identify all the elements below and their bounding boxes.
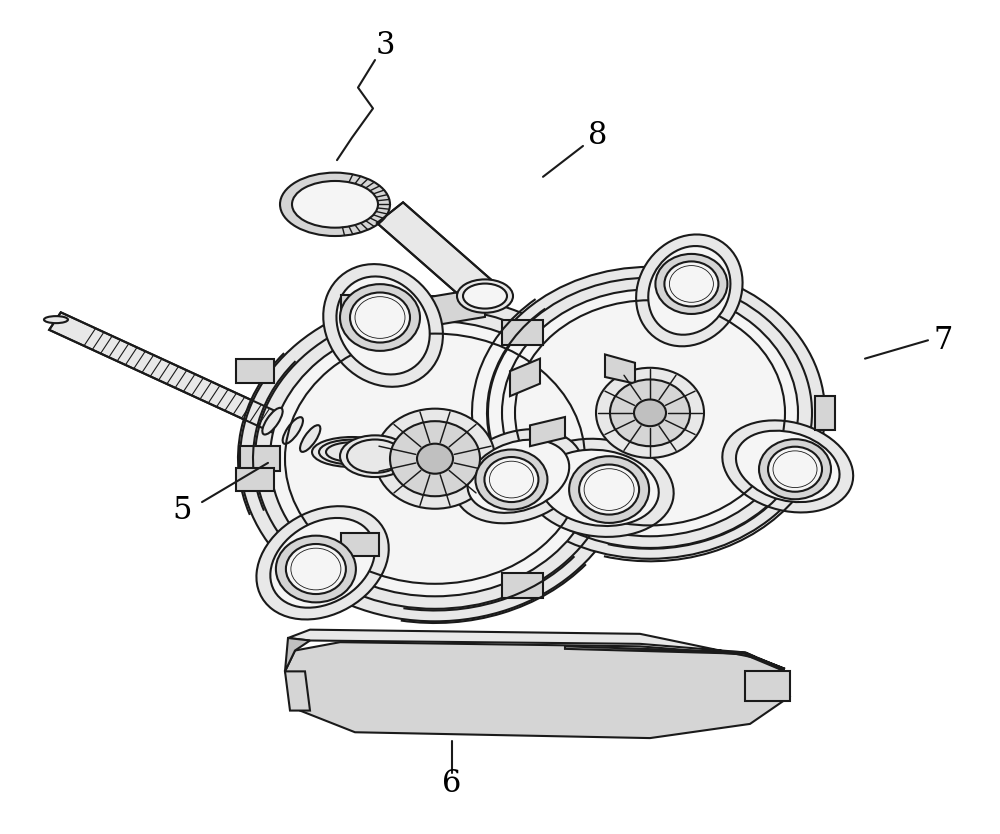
Ellipse shape (475, 450, 547, 510)
Polygon shape (605, 354, 635, 384)
Ellipse shape (280, 173, 390, 236)
Ellipse shape (502, 289, 798, 536)
Polygon shape (285, 638, 310, 671)
Ellipse shape (655, 254, 727, 314)
Text: 3: 3 (375, 30, 395, 62)
Text: 5: 5 (172, 495, 192, 526)
Text: 6: 6 (442, 768, 462, 800)
Polygon shape (745, 671, 790, 701)
Ellipse shape (722, 420, 853, 512)
Polygon shape (502, 319, 542, 344)
Ellipse shape (664, 261, 718, 306)
Polygon shape (236, 359, 274, 383)
Polygon shape (530, 417, 565, 446)
Ellipse shape (323, 264, 443, 387)
Ellipse shape (540, 450, 659, 526)
Ellipse shape (610, 379, 690, 446)
Ellipse shape (736, 430, 840, 502)
Polygon shape (236, 468, 274, 491)
Ellipse shape (569, 456, 649, 523)
Ellipse shape (417, 444, 453, 474)
Ellipse shape (286, 544, 346, 594)
Ellipse shape (454, 430, 583, 523)
Ellipse shape (312, 437, 392, 467)
Polygon shape (385, 288, 485, 334)
Ellipse shape (340, 435, 410, 477)
Ellipse shape (768, 447, 822, 492)
Polygon shape (565, 646, 790, 696)
Ellipse shape (525, 439, 674, 537)
Ellipse shape (292, 181, 378, 228)
Ellipse shape (457, 279, 513, 313)
Ellipse shape (270, 321, 600, 596)
Polygon shape (240, 446, 280, 471)
Ellipse shape (375, 409, 495, 509)
Ellipse shape (463, 284, 507, 309)
Ellipse shape (759, 440, 831, 500)
Ellipse shape (44, 316, 68, 323)
Polygon shape (285, 671, 310, 711)
Text: 7: 7 (933, 324, 953, 356)
Polygon shape (502, 573, 542, 598)
Text: 8: 8 (588, 119, 608, 151)
Ellipse shape (596, 368, 704, 458)
Ellipse shape (475, 267, 825, 559)
Ellipse shape (390, 421, 480, 496)
Ellipse shape (634, 399, 666, 426)
Ellipse shape (283, 417, 303, 444)
Ellipse shape (350, 293, 410, 343)
Ellipse shape (468, 440, 569, 513)
Polygon shape (510, 321, 650, 430)
Polygon shape (377, 203, 498, 306)
Ellipse shape (256, 506, 389, 620)
Ellipse shape (276, 535, 356, 602)
Polygon shape (288, 630, 785, 669)
Ellipse shape (636, 234, 743, 346)
Ellipse shape (340, 284, 420, 351)
Ellipse shape (262, 408, 283, 435)
Ellipse shape (240, 296, 630, 621)
Polygon shape (510, 359, 540, 396)
Polygon shape (49, 312, 351, 464)
Ellipse shape (336, 276, 430, 374)
Ellipse shape (579, 465, 639, 515)
Ellipse shape (270, 518, 375, 608)
Polygon shape (341, 294, 379, 318)
Ellipse shape (318, 194, 368, 224)
Polygon shape (815, 396, 835, 430)
Polygon shape (285, 642, 790, 738)
Ellipse shape (648, 246, 730, 334)
Ellipse shape (484, 457, 538, 502)
Polygon shape (341, 533, 379, 556)
Ellipse shape (300, 425, 320, 452)
